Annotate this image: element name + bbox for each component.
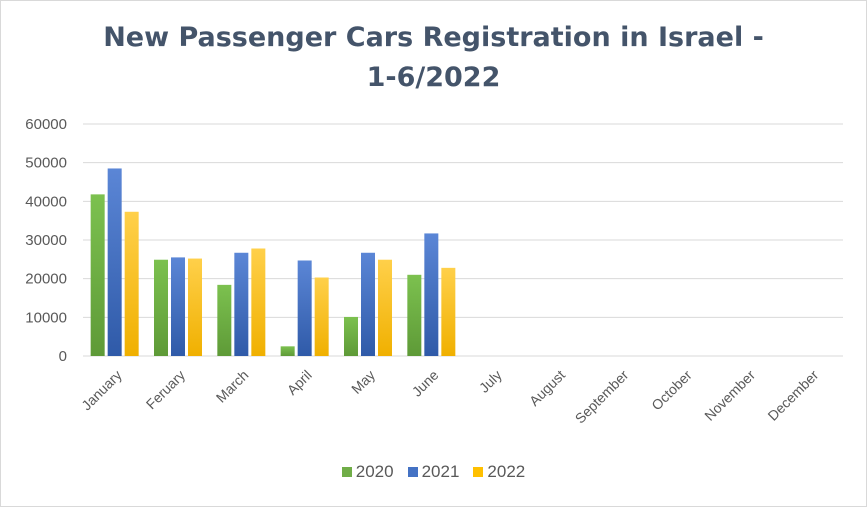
legend: 2020 2021 2022 xyxy=(0,462,867,482)
y-tick-label: 60000 xyxy=(25,116,67,133)
chart-title-line-2: 1-6/2022 xyxy=(366,62,501,93)
bar-2021-june xyxy=(424,233,439,356)
x-tick-label: March xyxy=(213,367,252,406)
bar-2021-january xyxy=(107,168,122,356)
y-tick-label: 50000 xyxy=(25,155,67,172)
x-tick-label: April xyxy=(284,367,315,398)
bar-2020-feruary xyxy=(154,259,168,356)
legend-item-2020: 2020 xyxy=(341,462,394,482)
x-tick-label: August xyxy=(526,367,568,409)
legend-item-2022: 2022 xyxy=(473,462,525,482)
x-tick-label: November xyxy=(701,367,758,424)
y-tick-label: 30000 xyxy=(25,232,67,249)
x-tick-label: September xyxy=(572,367,632,427)
legend-swatch xyxy=(341,467,352,477)
legend-label: 2021 xyxy=(421,462,460,481)
legend-label: 2022 xyxy=(487,462,526,481)
x-tick-label: June xyxy=(409,367,442,400)
bar-2020-january xyxy=(90,194,105,356)
chart-title: New Passenger Cars Registration in Israe… xyxy=(0,18,867,98)
bar-2021-march xyxy=(234,252,249,356)
bar-2022-april xyxy=(314,277,329,356)
legend-label: 2020 xyxy=(355,462,394,481)
x-tick-label: May xyxy=(348,367,378,397)
bar-2021-feruary xyxy=(171,257,185,356)
y-tick-label: 20000 xyxy=(25,271,67,288)
y-tick-label: 10000 xyxy=(25,309,67,326)
x-tick-label: Feruary xyxy=(143,367,188,412)
bar-2021-april xyxy=(297,260,312,356)
bar-2020-april xyxy=(280,346,295,356)
bar-2022-january xyxy=(124,211,139,356)
legend-swatch xyxy=(473,467,484,477)
chart-title-line-1: New Passenger Cars Registration in Israe… xyxy=(103,22,764,53)
bar-2021-may xyxy=(361,252,375,356)
legend-item-2021: 2021 xyxy=(407,462,460,482)
legend-swatch xyxy=(407,467,418,477)
x-tick-label: October xyxy=(648,367,695,414)
bar-2020-march xyxy=(217,284,232,356)
bar-2020-may xyxy=(344,316,358,356)
bar-2022-march xyxy=(251,248,266,356)
x-tick-label: July xyxy=(476,367,505,396)
x-tick-label: January xyxy=(78,367,125,414)
bar-2022-may xyxy=(378,259,392,356)
x-tick-label: December xyxy=(764,367,821,424)
y-tick-label: 40000 xyxy=(25,193,67,210)
y-tick-label: 0 xyxy=(59,348,67,365)
bar-2020-june xyxy=(407,274,422,356)
bar-2022-feruary xyxy=(188,258,202,356)
bar-2022-june xyxy=(441,267,456,356)
